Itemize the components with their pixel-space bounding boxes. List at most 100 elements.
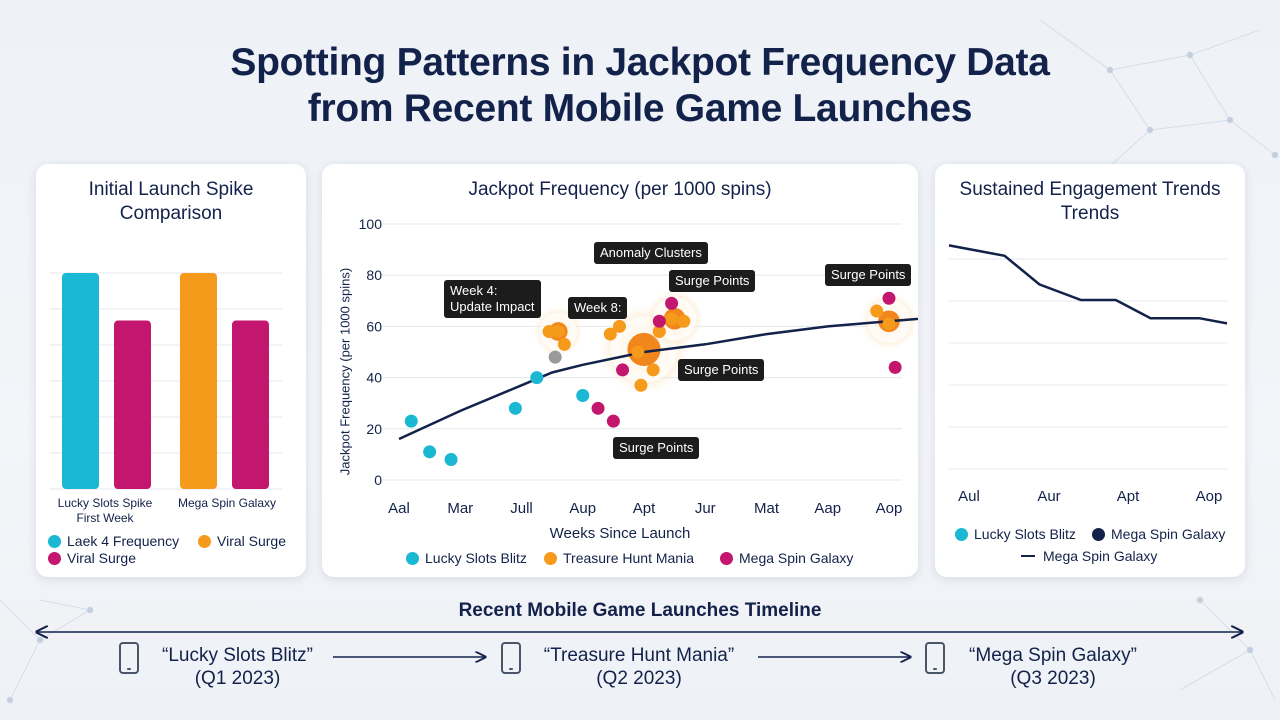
data-point [542,325,556,339]
legend-item-viral-magenta: Viral Surge [48,550,136,566]
timeline-item-1: “Lucky Slots Blitz” (Q1 2023) [135,644,340,690]
timeline-item-2-name: “Treasure Hunt Mania” [543,645,735,666]
data-point [548,350,562,364]
legend-item-mega-line: Mega Spin Galaxy [1021,548,1157,564]
bar [232,320,269,489]
data-point [591,401,605,415]
timeline-item-2: “Treasure Hunt Mania” (Q2 2023) [524,644,754,690]
legend-label: Mega Spin Galaxy [739,550,854,566]
x-tick-label: Aup [569,500,596,517]
legend-item-lucky-right: Lucky Slots Blitz [955,526,1076,542]
timeline-item-2-quarter: (Q2 2023) [596,668,682,689]
data-point [665,312,679,326]
series-line [948,244,1228,325]
data-point [404,414,418,428]
callout-surge-top-mid: Surge Points [669,270,756,292]
jackpot-frequency-title: Jackpot Frequency (per 1000 spins) [468,179,772,200]
legend-label: Viral Surge [67,550,137,566]
data-point [665,296,679,310]
legend-item-laek: Laek 4 Frequency [48,533,179,549]
legend-label: Mega Spin Galaxy [1111,526,1226,542]
x-axis-label: Weeks Since Launch [549,525,691,542]
callout-week4: Week 4: Update Impact [444,280,541,318]
x-tick-label: Aul [958,488,980,505]
cyan-dot-icon [48,534,61,548]
x-tick-label: Jur [695,500,716,517]
bar-group-label-1: Lucky Slots Spike First Week [57,496,153,525]
timeline-item-3-name: “Mega Spin Galaxy” [969,645,1137,666]
callout-week4-line-2: Update Impact [450,299,535,314]
y-tick-label: 0 [374,472,382,488]
legend-label: Treasure Hunt Mania [563,550,694,566]
data-point [606,414,620,428]
timeline-item-3: “Mega Spin Galaxy” (Q3 2023) [948,644,1158,690]
jackpot-frequency-chart: 0 20 40 60 80 100 Aal Mar Jull Aup Apt Jur Mat Aap Aop [359,216,918,517]
data-point [888,360,902,374]
legend-item-mega-right: Mega Spin Galaxy [1092,526,1225,542]
data-point [652,314,666,328]
data-point [603,327,617,341]
jackpot-frequency-card: Jackpot Frequency (per 1000 spins) 0 20 40… [322,164,918,577]
data-point [576,389,590,403]
data-point [613,319,626,333]
data-point [870,304,884,318]
x-tick-label: Aap [814,500,841,517]
launch-spike-card: Initial Launch Spike Comparison Lucky Sl… [36,164,306,577]
data-point [634,378,648,392]
bar [114,320,151,489]
callout-week8: Week 8: [568,297,628,319]
x-tick-label: Aur [1037,488,1060,505]
data-point [508,401,522,415]
launch-spike-title-line-2: Comparison [119,203,223,224]
engagement-trends-chart: Aul Aur Apt Aop [948,244,1228,505]
engagement-title-line-1: Sustained Engagement Trends [959,179,1221,200]
x-tick-label: Aop [876,500,903,517]
data-point [882,291,896,305]
phone-icon [119,642,139,674]
data-point [557,337,571,351]
legend-item-treasure: Treasure Hunt Mania [544,550,694,566]
y-tick-label: 60 [366,318,382,334]
x-tick-label: Apt [633,500,656,517]
engagement-title-line-2: Trends [1060,203,1120,224]
legend-item-mega: Mega Spin Galaxy [720,550,853,566]
data-point [631,345,645,359]
y-tick-label: 100 [359,216,383,232]
data-point [616,363,630,377]
cyan-dot-icon [955,527,968,541]
bar [180,273,217,489]
magenta-dot-icon [720,551,733,565]
data-point [530,371,544,385]
callout-week4-line-1: Week 4: [450,283,498,298]
x-tick-label: Apt [1117,488,1140,505]
x-tick-label: Aop [1196,488,1223,505]
y-tick-label: 40 [366,370,382,386]
callout-anomaly: Anomaly Clusters [594,242,708,264]
timeline-item-1-quarter: (Q1 2023) [194,668,281,689]
data-point [444,453,458,467]
engagement-trends-title: Sustained Engagement Trends Trends [935,178,1245,226]
phone-icon [925,642,945,674]
legend-label: Lucky Slots Blitz [974,526,1076,542]
bar [62,273,99,489]
bar-group-label-2: Mega Spin Galaxy [177,496,277,510]
page-title: Spotting Patterns in Jackpot Frequency D… [0,40,1280,132]
orange-dot-icon [544,551,557,565]
data-point [652,325,666,339]
legend-label: Viral Surge [217,533,287,549]
title-line-2: from Recent Mobile Game Launches [307,87,973,130]
launch-spike-chart [50,272,282,490]
phone-icon [501,642,521,674]
legend-item-viral-orange: Viral Surge [198,533,286,549]
engagement-trends-card: Sustained Engagement Trends Trends Aul Au… [935,164,1245,577]
x-tick-label: Mat [754,500,780,517]
launch-spike-title-line-1: Initial Launch Spike [88,179,254,200]
data-point [423,445,437,459]
data-point [677,314,691,328]
cyan-dot-icon [406,551,419,565]
y-tick-label: 80 [366,267,382,283]
x-tick-label: Aal [388,500,410,517]
data-point [551,325,565,339]
x-tick-label: Jull [510,500,533,517]
timeline-item-3-quarter: (Q3 2023) [1010,668,1096,689]
